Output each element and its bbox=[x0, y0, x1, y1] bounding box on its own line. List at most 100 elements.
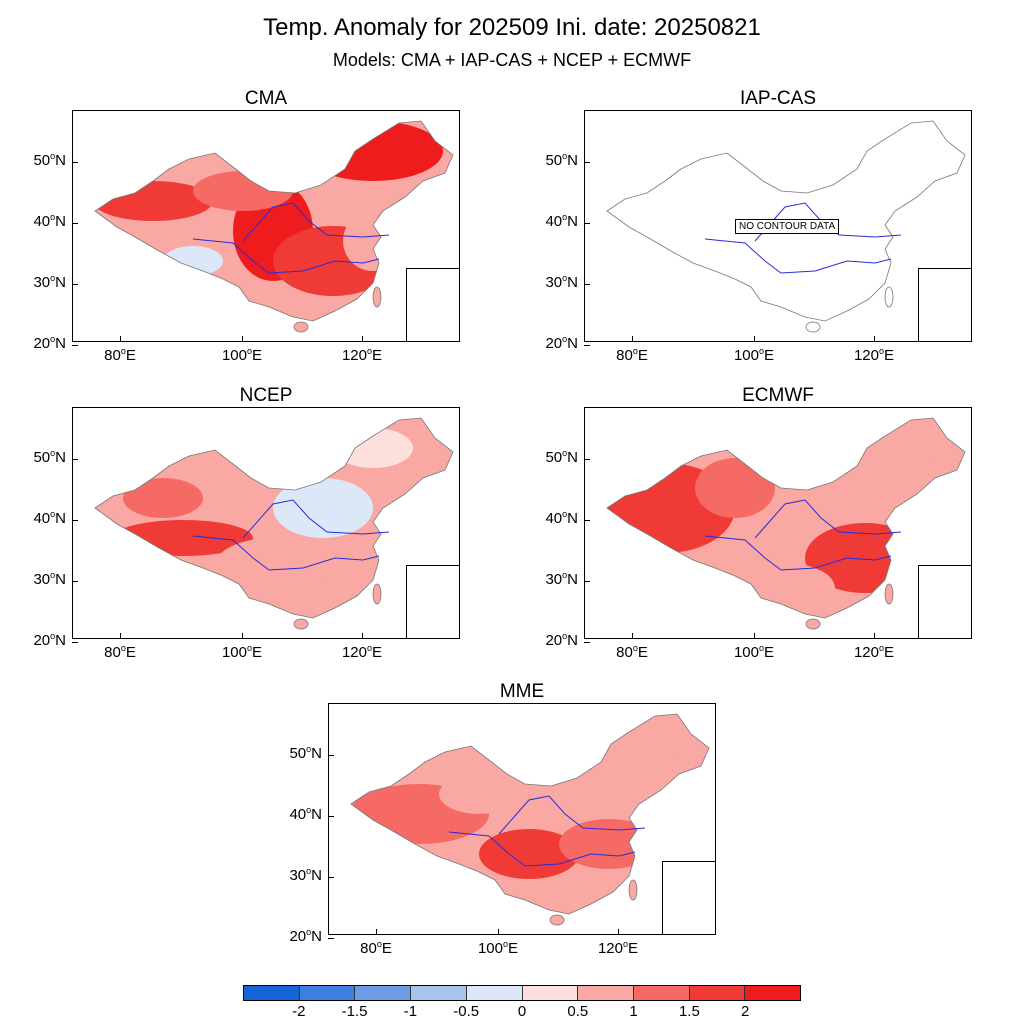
colorbar-swatch bbox=[745, 986, 801, 1000]
panel-iap-cas: IAP-CAS NO CONTOUR DATA 50oN 40oN 30oN 20oN… bbox=[512, 88, 972, 378]
anomaly-region bbox=[333, 428, 413, 468]
lat-tick-label: 40oN bbox=[545, 509, 578, 527]
lon-tick-label: 80oE bbox=[616, 346, 648, 364]
map-plot bbox=[72, 110, 460, 342]
colorbar-swatch bbox=[411, 986, 467, 1000]
lat-tick-label: 50oN bbox=[33, 448, 66, 466]
colorbar-swatch bbox=[355, 986, 412, 1000]
lon-tick-label: 120oE bbox=[341, 643, 383, 661]
lon-tick bbox=[632, 336, 633, 342]
lat-tick bbox=[72, 581, 78, 582]
no-data-label: NO CONTOUR DATA bbox=[735, 219, 840, 234]
map-plot bbox=[328, 703, 716, 935]
colorbar-label: 0.5 bbox=[567, 1003, 589, 1020]
lat-tick bbox=[72, 642, 78, 643]
yangtze-river bbox=[192, 238, 380, 274]
lat-tick bbox=[328, 755, 334, 756]
lon-tick bbox=[618, 929, 619, 935]
colorbar bbox=[243, 985, 801, 1001]
hainan-island bbox=[293, 321, 309, 333]
lat-tick bbox=[584, 223, 590, 224]
china-map bbox=[606, 417, 966, 630]
lat-tick bbox=[72, 284, 78, 285]
colorbar-label: -2 bbox=[292, 1003, 306, 1020]
country-border bbox=[94, 120, 454, 322]
lat-tick-label: 30oN bbox=[545, 570, 578, 588]
south-china-sea-inset bbox=[918, 268, 971, 341]
lon-tick-label: 100oE bbox=[221, 643, 263, 661]
hainan-island bbox=[805, 618, 821, 630]
colorbar-label: 0 bbox=[517, 1003, 527, 1020]
yellow-river bbox=[754, 499, 902, 539]
panel-title: MME bbox=[499, 681, 545, 702]
lat-tick bbox=[72, 459, 78, 460]
lat-tick-label: 30oN bbox=[289, 866, 322, 884]
anomaly-region bbox=[835, 418, 935, 478]
lat-tick-label: 50oN bbox=[289, 744, 322, 762]
map-plot: NO CONTOUR DATA bbox=[584, 110, 972, 342]
country-border bbox=[94, 417, 454, 619]
lon-tick-label: 120oE bbox=[597, 939, 639, 957]
lat-tick bbox=[584, 642, 590, 643]
anomaly-region bbox=[890, 508, 940, 548]
lat-tick-label: 40oN bbox=[33, 212, 66, 230]
lon-tick bbox=[242, 336, 243, 342]
lon-tick-label: 100oE bbox=[733, 346, 775, 364]
anomaly-region bbox=[273, 478, 373, 538]
colorbar-label: -1.5 bbox=[341, 1003, 368, 1020]
colorbar-label: -1 bbox=[403, 1003, 418, 1020]
lat-tick bbox=[328, 816, 334, 817]
colorbar-swatch bbox=[522, 986, 579, 1000]
lat-tick-label: 20oN bbox=[545, 631, 578, 649]
lat-tick-label: 50oN bbox=[545, 448, 578, 466]
lon-tick bbox=[874, 633, 875, 639]
yangtze-river bbox=[448, 831, 636, 867]
lon-tick bbox=[874, 336, 875, 342]
lat-tick bbox=[584, 284, 590, 285]
panel-title: NCEP bbox=[239, 385, 293, 406]
panel-ecmwf: ECMWF 50oN 40oN 30oN 20oN 80oE 100oE 120oE bbox=[512, 385, 972, 675]
lon-tick-label: 100oE bbox=[221, 346, 263, 364]
taiwan-island bbox=[884, 286, 894, 308]
hainan-island bbox=[805, 321, 821, 333]
lon-tick-label: 100oE bbox=[733, 643, 775, 661]
panel-ncep: NCEP 50oN 40oN 30oN 20oN 80oE 100oE 120oE bbox=[0, 385, 460, 675]
lat-tick-label: 30oN bbox=[545, 273, 578, 291]
lat-tick bbox=[72, 223, 78, 224]
anomaly-region bbox=[439, 774, 519, 814]
panel-cma: CMA 50oN 40oN 30oN 20oN 80oE 100oE 120oE bbox=[0, 88, 460, 378]
panel-title: ECMWF bbox=[742, 385, 814, 406]
models-subtitle: Models: CMA + IAP-CAS + NCEP + ECMWF bbox=[332, 50, 692, 70]
colorbar-swatch bbox=[244, 986, 300, 1000]
lon-tick bbox=[498, 929, 499, 935]
taiwan-island bbox=[884, 583, 894, 605]
yellow-river bbox=[498, 795, 646, 835]
lon-tick bbox=[120, 633, 121, 639]
anomaly-region bbox=[193, 171, 293, 211]
lon-tick bbox=[632, 633, 633, 639]
panel-mme: MME 50oN 40oN 30oN 20oN 80oE 100oE 120oE bbox=[256, 681, 716, 971]
colorbar-swatch bbox=[578, 986, 634, 1000]
colorbar-swatch bbox=[689, 986, 746, 1000]
china-map bbox=[94, 417, 454, 630]
colorbar-swatch bbox=[299, 986, 356, 1000]
lon-tick bbox=[362, 633, 363, 639]
lat-tick-label: 20oN bbox=[289, 927, 322, 945]
china-landmass bbox=[95, 418, 453, 618]
taiwan-island bbox=[372, 583, 382, 605]
yellow-river bbox=[242, 499, 390, 539]
lon-tick-label: 80oE bbox=[104, 643, 136, 661]
lat-tick bbox=[328, 938, 334, 939]
china-map bbox=[94, 120, 454, 333]
lon-tick-label: 100oE bbox=[477, 939, 519, 957]
yangtze-river bbox=[192, 535, 380, 571]
panel-title: IAP-CAS bbox=[739, 88, 817, 109]
china-map bbox=[350, 713, 710, 926]
south-china-sea-inset bbox=[406, 268, 459, 341]
colorbar-swatch bbox=[633, 986, 690, 1000]
lat-tick-label: 50oN bbox=[33, 151, 66, 169]
yangtze-river bbox=[704, 535, 892, 571]
anomaly-region bbox=[579, 714, 679, 774]
map-plot bbox=[584, 407, 972, 639]
anomaly-field bbox=[95, 121, 443, 296]
